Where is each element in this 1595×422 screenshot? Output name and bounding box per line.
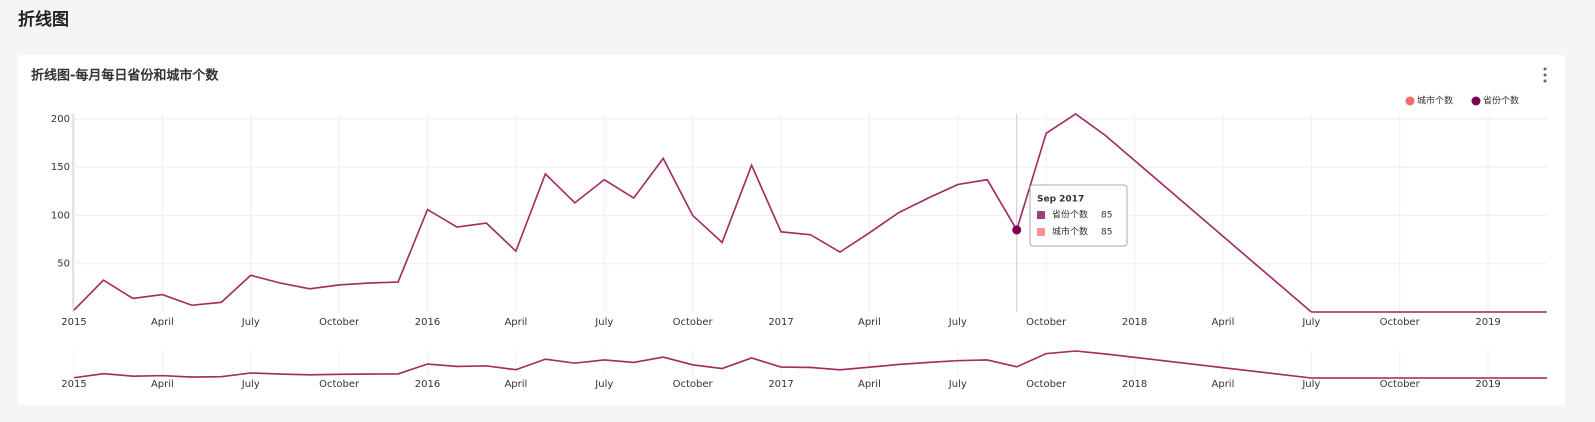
- series-line: [73, 113, 1547, 313]
- overview-x-tick-label: October: [1026, 379, 1067, 390]
- x-tick-label: April: [858, 317, 881, 328]
- overview-x-tick-label: October: [673, 379, 714, 390]
- x-tick-label: 2019: [1475, 317, 1500, 328]
- x-tick-label: July: [1301, 317, 1320, 328]
- x-tick-label: 2018: [1122, 317, 1147, 328]
- overview-x-tick-label: October: [319, 379, 360, 390]
- overview-x-tick-label: October: [1380, 379, 1421, 390]
- x-tick-label: October: [673, 317, 714, 328]
- page-title: 折线图: [18, 10, 69, 30]
- card: [18, 55, 1565, 405]
- overview-x-tick-label: July: [241, 379, 260, 390]
- overview-x-tick-label: 2017: [768, 379, 793, 390]
- series-line: [73, 113, 1547, 313]
- legend-swatch: [1405, 96, 1415, 106]
- x-tick-label: April: [151, 317, 174, 328]
- overview-x-tick-label: 2019: [1475, 379, 1500, 390]
- x-tick-label: July: [594, 317, 613, 328]
- overview-x-tick-label: April: [1212, 379, 1235, 390]
- overview-line: [73, 350, 1547, 379]
- tooltip-swatch: [1037, 211, 1045, 219]
- overview-x-tick-label: July: [1301, 379, 1320, 390]
- chart-title: 折线图-每月每日省份和城市个数: [31, 68, 219, 84]
- tooltip-swatch: [1037, 228, 1045, 236]
- tooltip-label: 城市个数: [1052, 226, 1088, 238]
- y-tick-label: 200: [51, 114, 70, 125]
- overview-x-tick-label: April: [504, 379, 527, 390]
- tooltip-value: 85: [1101, 228, 1112, 238]
- x-tick-label: July: [241, 317, 260, 328]
- legend-label: 城市个数: [1417, 95, 1453, 107]
- menu-button[interactable]: [1543, 67, 1547, 83]
- hover-point: [1012, 225, 1022, 235]
- x-tick-label: 2015: [61, 317, 86, 328]
- x-tick-label: October: [319, 317, 360, 328]
- legend-label: 省份个数: [1483, 95, 1519, 107]
- tooltip-title: Sep 2017: [1037, 195, 1084, 205]
- overview-x-tick-label: 2015: [61, 379, 86, 390]
- x-tick-label: 2016: [415, 317, 440, 328]
- overview-x-tick-label: July: [594, 379, 613, 390]
- y-tick-label: 150: [51, 162, 70, 173]
- tooltip-value: 85: [1101, 211, 1112, 221]
- legend-swatch: [1471, 96, 1481, 106]
- overview-x-tick-label: 2016: [415, 379, 440, 390]
- overview-x-tick-label: April: [858, 379, 881, 390]
- x-tick-label: April: [504, 317, 527, 328]
- y-tick-label: 50: [57, 259, 70, 270]
- overview-x-tick-label: April: [151, 379, 174, 390]
- x-tick-label: 2017: [768, 317, 793, 328]
- tooltip: [1029, 184, 1128, 247]
- y-tick-label: 100: [51, 210, 70, 221]
- tooltip-label: 省份个数: [1052, 209, 1088, 221]
- x-tick-label: July: [948, 317, 967, 328]
- x-tick-label: October: [1380, 317, 1421, 328]
- overview-x-tick-label: 2018: [1122, 379, 1147, 390]
- overview-x-tick-label: July: [948, 379, 967, 390]
- x-tick-label: April: [1212, 317, 1235, 328]
- x-tick-label: October: [1026, 317, 1067, 328]
